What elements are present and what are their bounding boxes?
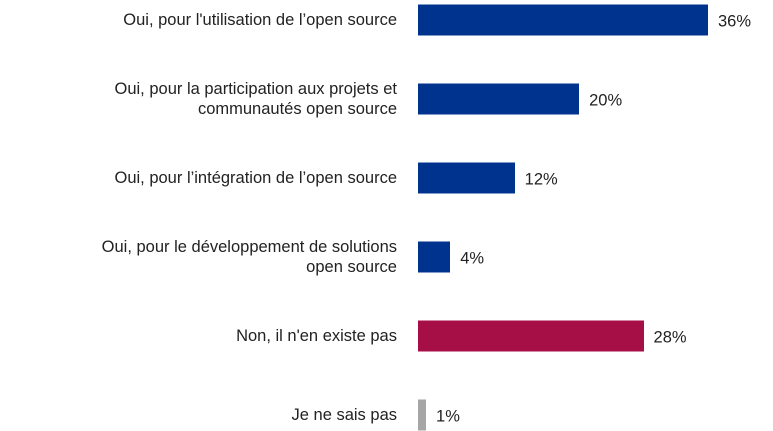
value-label: 4%: [460, 249, 485, 268]
category-label: Oui, pour l’intégration de l’open source: [114, 169, 397, 187]
category-label: Oui, pour le développement de solutions …: [101, 238, 397, 276]
value-label: 36%: [718, 12, 752, 31]
category-label: Non, il n'en existe pas: [236, 327, 397, 345]
value-label: 1%: [436, 407, 460, 426]
category-label: Oui, pour l'utilisation de l’open source: [123, 11, 397, 29]
value-label: 12%: [524, 170, 558, 189]
value-label: 20%: [589, 91, 623, 110]
bar: [418, 320, 644, 352]
category-label: Je ne sais pas: [291, 406, 397, 424]
bar: [418, 4, 708, 36]
bar: [418, 241, 451, 273]
value-label: 28%: [653, 328, 687, 347]
bar: [418, 399, 427, 431]
bar: [418, 83, 580, 115]
category-label: Oui, pour la participation aux projets e…: [114, 80, 398, 118]
bar: [418, 162, 515, 194]
